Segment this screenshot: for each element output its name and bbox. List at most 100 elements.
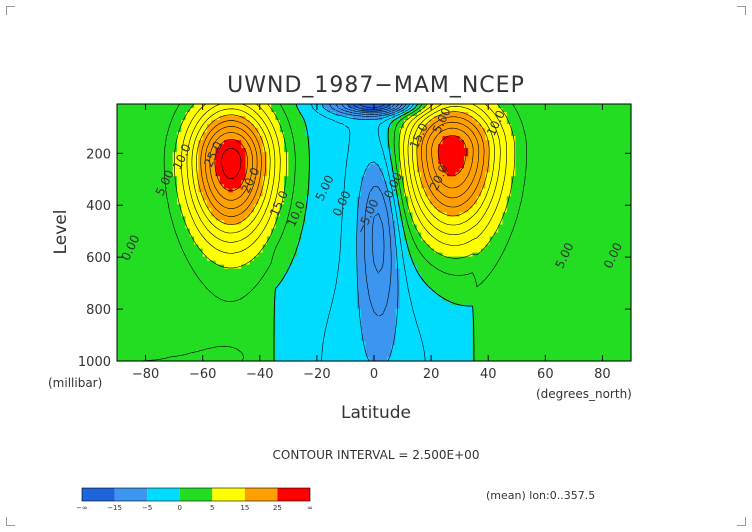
contour-cell (245, 116, 251, 121)
contour-cell (562, 144, 568, 149)
contour-cell (271, 208, 277, 214)
contour-cell (421, 164, 426, 169)
contour-cell (206, 172, 212, 177)
contour-cell (579, 112, 585, 117)
contour-cell (536, 244, 542, 250)
contour-cell (519, 260, 525, 266)
contour-cell (168, 124, 174, 129)
contour-cell (258, 128, 264, 133)
contour-cell (125, 236, 131, 242)
contour-cell (326, 132, 332, 137)
contour-cell (206, 244, 212, 250)
contour-cell (622, 196, 628, 201)
contour-cell (558, 208, 564, 214)
contour-cell (545, 200, 551, 205)
contour-cell (558, 264, 564, 270)
contour-cell (181, 120, 187, 125)
contour-cell (601, 224, 606, 230)
contour-cell (129, 216, 135, 222)
contour-cell (356, 104, 362, 109)
contour-cell (301, 160, 307, 165)
contour-cell (301, 264, 307, 270)
contour-cell (254, 200, 259, 205)
contour-cell (566, 164, 572, 169)
contour-cell (378, 200, 384, 205)
contour-cell (232, 216, 238, 222)
contour-cell (322, 192, 328, 197)
contour-cell (241, 152, 247, 157)
contour-cell (228, 148, 234, 153)
contour-cell (322, 164, 328, 169)
contour-cell (181, 236, 187, 242)
contour-cell (532, 184, 538, 189)
contour-cell (326, 104, 332, 109)
contour-cell (309, 120, 315, 125)
contour-cell (532, 140, 538, 145)
contour-cell (378, 240, 384, 246)
contour-cell (451, 196, 456, 201)
contour-cell (541, 160, 546, 165)
contour-cell (249, 132, 255, 137)
contour-cell (613, 140, 619, 145)
contour-cell (284, 232, 289, 238)
contour-cell (511, 220, 516, 226)
contour-cell (352, 172, 358, 177)
contour-cell (224, 172, 229, 177)
contour-cell (485, 192, 491, 197)
contour-cell (382, 240, 388, 246)
contour-cell (416, 164, 422, 169)
contour-cell (168, 200, 174, 205)
contour-cell (326, 108, 332, 113)
contour-cell (528, 136, 534, 141)
contour-cell (489, 240, 495, 246)
contour-cell (395, 224, 401, 230)
contour-cell (442, 156, 448, 161)
contour-cell (425, 268, 431, 274)
contour-cell (194, 144, 199, 149)
contour-cell (519, 124, 525, 129)
contour-cell (232, 180, 238, 185)
contour-cell (305, 220, 311, 226)
contour-cell (198, 140, 204, 145)
contour-cell (159, 224, 165, 230)
contour-cell (134, 236, 140, 242)
contour-cell (416, 200, 422, 205)
contour-cell (356, 112, 362, 117)
contour-cell (571, 164, 576, 169)
contour-cell (442, 244, 448, 250)
contour-cell (395, 244, 401, 250)
contour-cell (211, 164, 217, 169)
contour-cell (391, 132, 397, 137)
contour-cell (588, 176, 594, 181)
contour-cell (605, 216, 611, 222)
contour-cell (164, 140, 169, 145)
contour-cell (176, 168, 182, 173)
contour-cell (228, 220, 234, 226)
contour-cell (463, 212, 469, 218)
contour-cell (511, 104, 516, 109)
contour-cell (386, 176, 392, 181)
contour-cell (279, 256, 285, 262)
contour-cell (446, 124, 452, 129)
contour-cell (314, 116, 319, 121)
contour-cell (558, 200, 564, 205)
contour-cell (571, 220, 576, 226)
contour-cell (331, 164, 337, 169)
contour-cell (609, 184, 615, 189)
contour-cell (515, 128, 521, 133)
contour-cell (515, 116, 521, 121)
contour-cell (168, 172, 174, 177)
contour-cell (361, 176, 367, 181)
contour-cell (245, 152, 251, 157)
contour-cell (553, 104, 559, 109)
contour-cell (408, 244, 414, 250)
contour-cell (613, 184, 619, 189)
contour-cell (399, 180, 405, 185)
contour-cell (571, 216, 576, 222)
contour-cell (301, 236, 307, 242)
contour-cell (511, 216, 516, 222)
contour-cell (416, 132, 422, 137)
contour-cell (146, 104, 152, 109)
contour-cell (403, 172, 409, 177)
contour-cell (506, 160, 512, 165)
